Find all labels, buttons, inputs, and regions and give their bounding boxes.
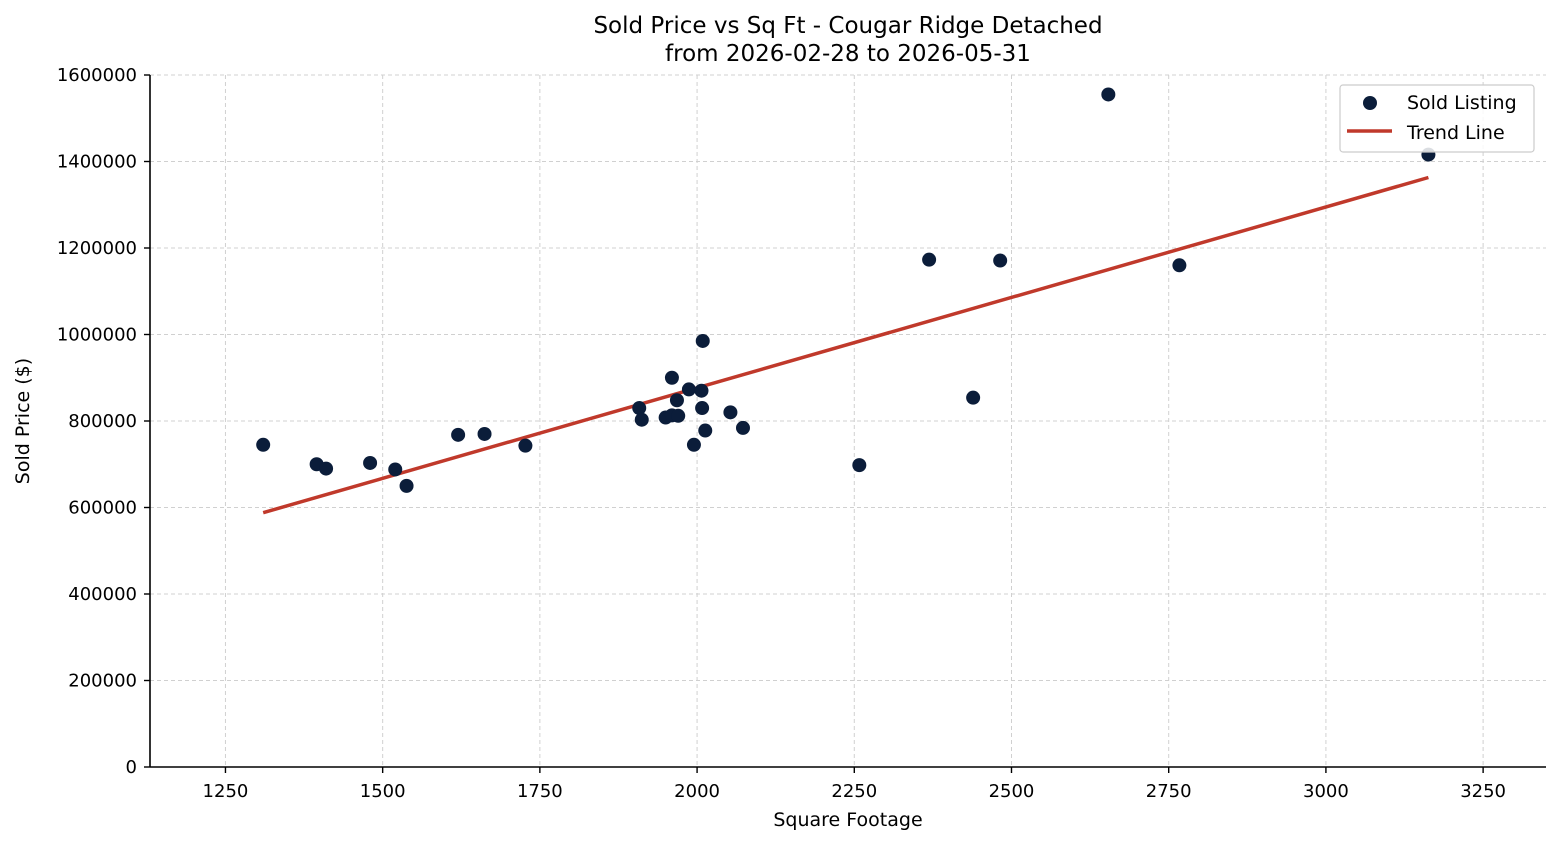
- data-point: [319, 461, 334, 476]
- data-point: [1172, 258, 1187, 273]
- y-tick-label: 1600000: [57, 65, 137, 86]
- data-point: [399, 478, 414, 493]
- y-tick-label: 1000000: [57, 325, 137, 346]
- data-point: [363, 455, 378, 470]
- chart-subtitle: from 2026-02-28 to 2026-05-31: [665, 41, 1031, 67]
- y-tick-label: 0: [126, 757, 137, 778]
- data-point: [698, 423, 713, 438]
- data-point: [922, 252, 937, 267]
- trend-line-layer: [262, 175, 1429, 515]
- y-tick-label: 200000: [68, 671, 137, 692]
- y-tick-label: 1400000: [57, 152, 137, 173]
- legend-label-sold-listing: Sold Listing: [1407, 92, 1517, 114]
- data-point: [664, 370, 679, 385]
- x-axis-label: Square Footage: [773, 809, 922, 831]
- data-point: [477, 426, 492, 441]
- y-axis-label: Sold Price ($): [12, 358, 34, 484]
- y-tick-label: 600000: [68, 498, 137, 519]
- x-tick-label: 2000: [674, 781, 720, 802]
- data-point: [686, 437, 701, 452]
- x-tick-label: 2750: [1146, 781, 1192, 802]
- x-tick-label: 2500: [989, 781, 1035, 802]
- data-point: [256, 437, 271, 452]
- legend: Sold Listing Trend Line: [1339, 84, 1535, 153]
- grid: [150, 74, 1546, 768]
- x-tick-label: 1750: [517, 781, 563, 802]
- data-point: [681, 382, 696, 397]
- data-point: [993, 253, 1008, 268]
- tick-labels: 1250 1500 1750 2000 2250 2500 2750 3000 3250 0 200…: [57, 65, 1506, 802]
- trend-line: [262, 175, 1429, 515]
- data-point: [723, 405, 738, 420]
- data-point: [451, 427, 466, 442]
- x-tick-label: 1500: [360, 781, 406, 802]
- data-point: [669, 393, 684, 408]
- data-point: [671, 408, 686, 423]
- x-tick-label: 1250: [203, 781, 249, 802]
- y-tick-label: 1200000: [57, 238, 137, 259]
- data-point: [852, 458, 867, 473]
- data-point: [695, 401, 710, 416]
- data-point: [388, 462, 403, 477]
- y-tick-label: 400000: [68, 584, 137, 605]
- legend-label-trend-line: Trend Line: [1406, 122, 1505, 144]
- y-tick-label: 800000: [68, 411, 137, 432]
- data-point: [966, 390, 981, 405]
- data-point: [632, 401, 647, 416]
- data-point: [694, 383, 709, 398]
- x-tick-label: 2250: [831, 781, 877, 802]
- x-tick-label: 3000: [1303, 781, 1349, 802]
- points-layer: [256, 87, 1436, 493]
- legend-box: [1339, 84, 1535, 153]
- data-point: [695, 333, 710, 348]
- data-point: [634, 412, 649, 427]
- chart-title: Sold Price vs Sq Ft - Cougar Ridge Detac…: [593, 13, 1102, 39]
- data-point: [1101, 87, 1116, 102]
- legend-point-marker: [1363, 96, 1377, 110]
- x-tick-label: 3250: [1460, 781, 1506, 802]
- axes: [144, 74, 1546, 773]
- data-point: [735, 420, 750, 435]
- data-point: [518, 438, 533, 453]
